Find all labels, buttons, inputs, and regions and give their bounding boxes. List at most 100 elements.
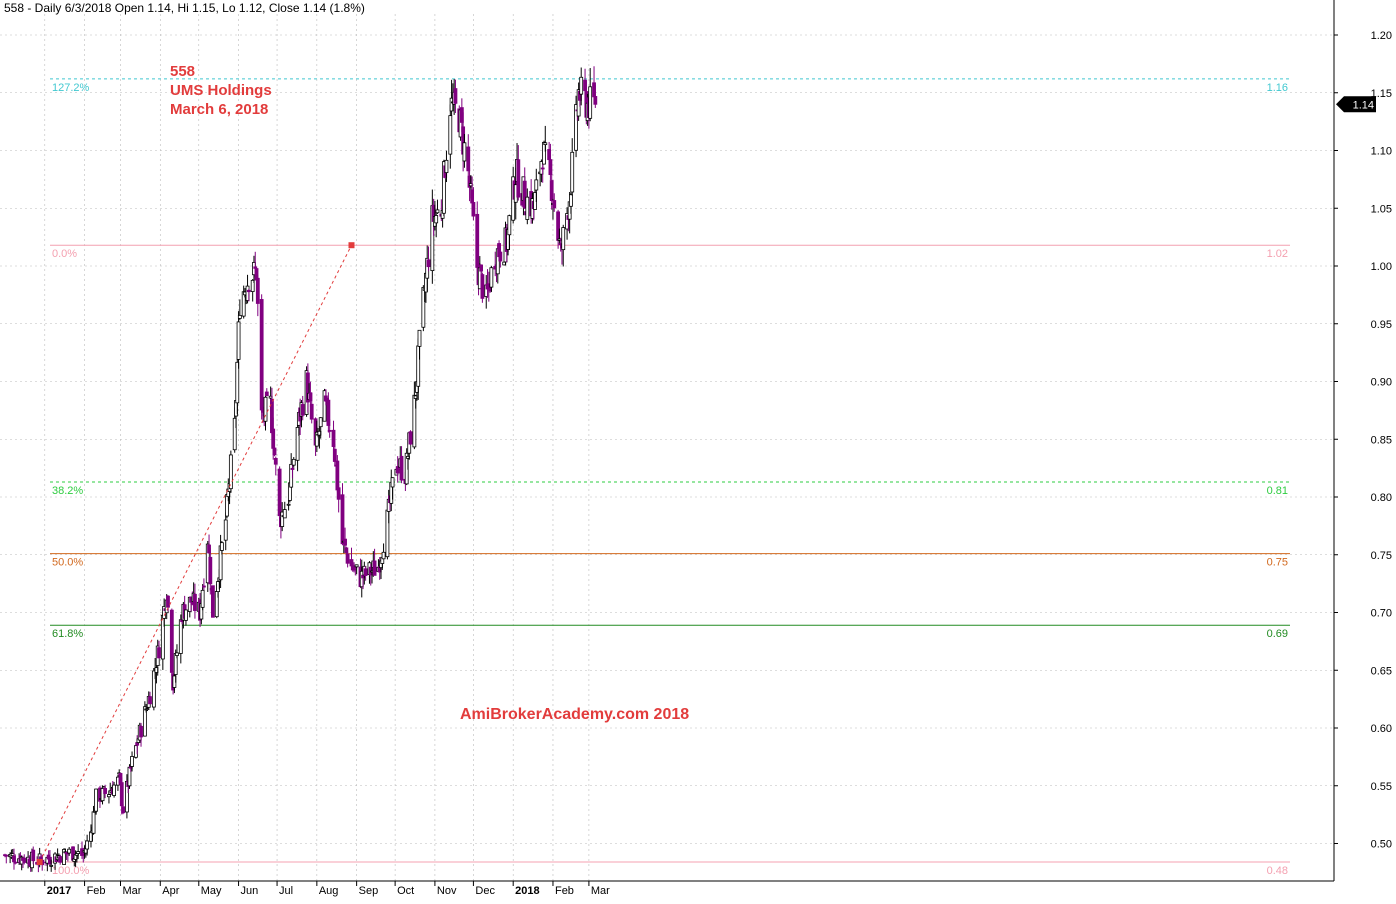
candle-body	[282, 509, 287, 519]
candle-body	[223, 519, 228, 541]
x-tick-label: Oct	[397, 885, 414, 897]
x-tick-label: Aug	[319, 885, 339, 897]
candle-body	[272, 447, 277, 456]
candle-body	[498, 251, 503, 262]
candle-body	[13, 861, 18, 864]
y-tick-label: 1.00	[1371, 261, 1392, 273]
candle-body	[246, 289, 251, 293]
x-tick-label: Jul	[279, 885, 293, 897]
candle-body	[250, 279, 255, 292]
fib-pct-label: 127.2%	[52, 82, 90, 94]
candle-body	[593, 96, 598, 105]
candle-body	[236, 321, 241, 360]
candle-body	[441, 161, 446, 214]
candle-body	[91, 811, 96, 834]
x-tick-label: Nov	[437, 885, 457, 897]
candle-body	[169, 609, 174, 673]
grid-layer	[0, 14, 1334, 881]
y-tick-label: 0.95	[1371, 319, 1392, 331]
candle-body	[31, 849, 36, 862]
x-tick-label: 2017	[47, 885, 71, 897]
y-tick-label: 0.75	[1371, 550, 1392, 562]
candle-body	[417, 329, 422, 347]
candle-body	[139, 725, 143, 738]
annotation-company: UMS Holdings	[170, 82, 272, 99]
candle-body	[390, 477, 395, 488]
candle-body	[22, 857, 27, 863]
candle-body	[421, 287, 426, 328]
candle-body	[4, 854, 9, 857]
candle-body	[345, 553, 350, 564]
chart-header: 558 - Daily 6/3/2018 Open 1.14, Hi 1.15,…	[4, 1, 365, 15]
candle-body	[507, 215, 512, 236]
candle-body	[579, 76, 584, 95]
candle-body	[291, 458, 296, 466]
x-tick-label: 2018	[515, 885, 539, 897]
candle-body	[331, 429, 336, 447]
candle-body	[290, 467, 295, 470]
trend-end-marker	[348, 242, 355, 249]
candle-body	[363, 568, 368, 576]
trend-layer	[36, 242, 355, 865]
candle-body	[259, 299, 264, 411]
candle-body	[121, 806, 125, 814]
candle-body	[314, 431, 319, 447]
fib-pct-label: 50.0%	[52, 557, 83, 569]
candle-body	[219, 542, 224, 551]
candle-body	[318, 417, 323, 428]
candle-body	[332, 448, 337, 462]
candle-body	[412, 394, 417, 448]
candle-body	[309, 403, 314, 420]
trend-start-marker	[36, 858, 43, 865]
y-tick-label: 0.85	[1371, 434, 1392, 446]
candle-body	[408, 431, 413, 445]
x-tick-label: Dec	[475, 885, 495, 897]
fib-price-label: 0.75	[1267, 557, 1288, 569]
candle-body	[574, 104, 578, 151]
candle-body	[336, 487, 341, 500]
candle-body	[327, 429, 332, 432]
y-tick-label: 1.10	[1371, 146, 1392, 158]
candle-body	[202, 585, 206, 588]
candle-body	[103, 788, 107, 794]
candle-body	[462, 142, 467, 162]
candle-body	[322, 390, 327, 422]
candle-body	[300, 404, 305, 416]
fib-price-label: 0.69	[1267, 628, 1288, 640]
candle-body	[100, 788, 105, 802]
x-tick-label: Feb	[555, 885, 574, 897]
candle-body	[354, 564, 359, 568]
candle-body	[112, 784, 116, 796]
candle-body	[543, 142, 548, 146]
y-tick-label: 1.05	[1371, 203, 1392, 215]
last-price-flag	[1336, 96, 1376, 113]
y-tick-label: 0.60	[1371, 723, 1392, 735]
candle-body	[569, 194, 573, 207]
candle-body	[516, 159, 521, 198]
candle-body	[85, 840, 90, 850]
candle-body	[435, 209, 440, 214]
candle-body	[549, 180, 554, 201]
candle-body	[540, 167, 545, 170]
candle-body	[62, 849, 66, 865]
candle-body	[263, 396, 268, 422]
fib-price-label: 1.02	[1267, 248, 1288, 260]
candle-body	[175, 652, 179, 656]
y-tick-label: 0.80	[1371, 492, 1392, 504]
candle-body	[255, 277, 260, 304]
candle-body	[552, 200, 557, 209]
x-tick-label: Sep	[359, 885, 379, 897]
candle-body	[142, 706, 147, 737]
candle-body	[326, 399, 331, 426]
fib-price-label: 0.48	[1267, 865, 1288, 877]
candle-body	[151, 670, 156, 708]
candle-body	[237, 314, 242, 319]
candle-body	[273, 457, 278, 465]
candle-body	[208, 556, 213, 585]
candle-body	[94, 788, 99, 812]
y-tick-label: 0.50	[1371, 839, 1392, 851]
y-tick-label: 0.90	[1371, 377, 1392, 389]
candle-body	[444, 159, 449, 174]
candle-body	[480, 274, 485, 299]
